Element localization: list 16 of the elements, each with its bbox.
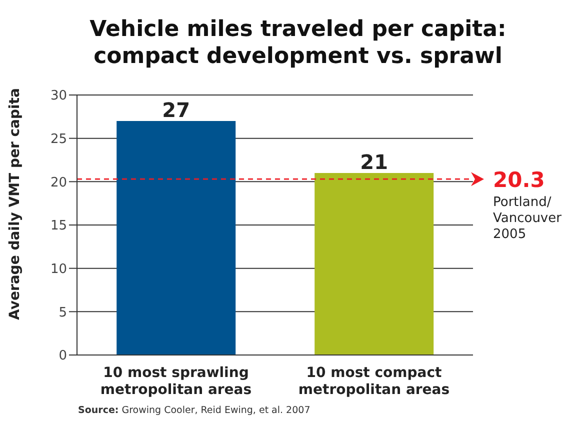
- y-tick-label: 15: [50, 218, 67, 234]
- y-tick-label: 0: [58, 348, 67, 364]
- data-label: 27: [162, 98, 190, 122]
- source-note: Source: Growing Cooler, Reid Ewing, et al. 2007: [78, 405, 312, 416]
- y-axis-title: Average daily VMT per capita: [6, 88, 23, 320]
- chart-title: Vehicle miles traveled per capita: compact development vs. sprawl: [88, 16, 508, 71]
- y-tick-label: 10: [50, 262, 67, 277]
- y-tick-label: 5: [58, 305, 67, 320]
- data-label: 21: [360, 150, 388, 174]
- x-tick-label: 10 most sprawling metropolitan areas: [100, 365, 252, 398]
- y-tick-label: 30: [50, 88, 67, 104]
- text: Portland/ Vancouver 2005: [493, 195, 562, 242]
- x-tick-label: 10 most compact metropolitan areas: [298, 365, 450, 398]
- y-tick-label: 20: [50, 175, 67, 190]
- ref-line-label: 20.3: [493, 168, 545, 192]
- y-tick-label: 25: [50, 132, 67, 147]
